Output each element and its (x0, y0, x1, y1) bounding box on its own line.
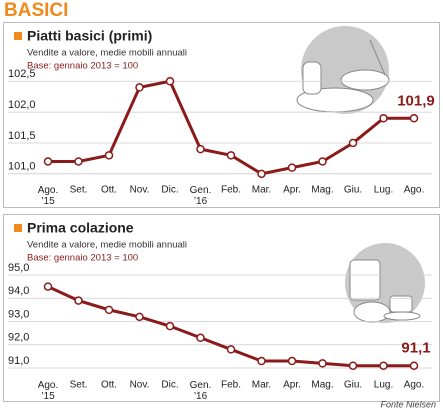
chart-note: Base: gennaio 2013 = 100 (27, 253, 138, 264)
marker (165, 321, 175, 331)
y-tick-label: 101,5 (8, 130, 36, 142)
x-tick-label: Mar. (252, 185, 271, 196)
marker (104, 151, 114, 160)
x-tick-label: Apr. (283, 380, 301, 391)
marker (287, 356, 297, 366)
marker (135, 83, 144, 92)
food-icon (296, 26, 390, 114)
marker (257, 356, 266, 366)
x-tick-label: Dic. (161, 185, 178, 196)
x-tick-label: Gen. ’16 (190, 380, 212, 402)
x-tick-label: Mag. (311, 185, 333, 196)
value-label: 91,1 (401, 340, 430, 357)
chart-title: Piatti basici (primi) (27, 28, 152, 44)
marker (318, 359, 327, 368)
x-tick-label: Ago. ’15 (38, 380, 59, 402)
title-bullet (14, 32, 22, 40)
marker (318, 157, 327, 166)
marker (226, 151, 236, 160)
value-label: 101,9 (397, 92, 435, 109)
title-bullet (14, 224, 22, 232)
marker (196, 144, 205, 154)
x-tick-label: Set. (70, 185, 88, 196)
marker (409, 114, 419, 123)
chart-title: Prima colazione (27, 220, 134, 236)
chart-subtitle: Vendite a valore, medie mobili annuali (27, 240, 187, 251)
source: Fonte Nielsen (380, 399, 436, 409)
y-tick-label: 92,0 (8, 332, 29, 344)
marker (196, 333, 205, 343)
x-tick-label: Ott. (101, 185, 117, 196)
x-tick-label: Mar. (252, 380, 271, 391)
marker (287, 163, 297, 172)
y-tick-label: 102,5 (8, 68, 36, 80)
x-tick-label: Feb. (221, 380, 241, 391)
x-tick-label: Ott. (101, 380, 117, 391)
marker (104, 305, 114, 315)
x-tick-label: Mag. (311, 380, 333, 391)
marker (43, 282, 53, 291)
x-tick-label: Feb. (221, 185, 241, 196)
y-tick-label: 95,0 (8, 262, 29, 274)
marker (409, 361, 419, 370)
x-tick-label: Lug. (374, 380, 393, 391)
marker (43, 157, 53, 166)
x-tick-label: Apr. (283, 185, 301, 196)
x-tick-label: Giu. (344, 185, 362, 196)
chart-subtitle: Vendite a valore, medie mobili annuali (27, 48, 187, 59)
x-tick-label: Lug. (374, 185, 393, 196)
x-tick-label: Set. (70, 380, 88, 391)
x-tick-label: Gen. ’16 (190, 185, 212, 207)
marker (379, 114, 388, 123)
marker (226, 345, 236, 354)
y-tick-label: 91,0 (8, 355, 29, 367)
marker (379, 361, 388, 370)
y-tick-label: 101,0 (8, 161, 36, 173)
y-tick-label: 94,0 (8, 285, 29, 297)
marker (348, 361, 358, 370)
x-tick-label: Dic. (161, 380, 178, 391)
x-tick-label: Ago. ’15 (38, 185, 59, 207)
marker (74, 157, 83, 166)
page-title: BASICI (4, 0, 68, 21)
x-tick-label: Nov. (130, 185, 150, 196)
x-tick-label: Nov. (130, 380, 150, 391)
marker (165, 77, 175, 86)
marker (135, 312, 144, 322)
breakfast-icon (345, 243, 425, 323)
x-tick-label: Giu. (344, 380, 362, 391)
marker (74, 296, 83, 305)
x-tick-label: Ago. (404, 185, 425, 196)
marker (348, 138, 358, 148)
x-tick-label: Ago. (404, 380, 425, 391)
y-tick-label: 102,0 (8, 99, 36, 111)
y-tick-label: 93,0 (8, 308, 29, 320)
chart-note: Base: gennaio 2013 = 100 (27, 61, 138, 72)
marker (257, 169, 266, 179)
